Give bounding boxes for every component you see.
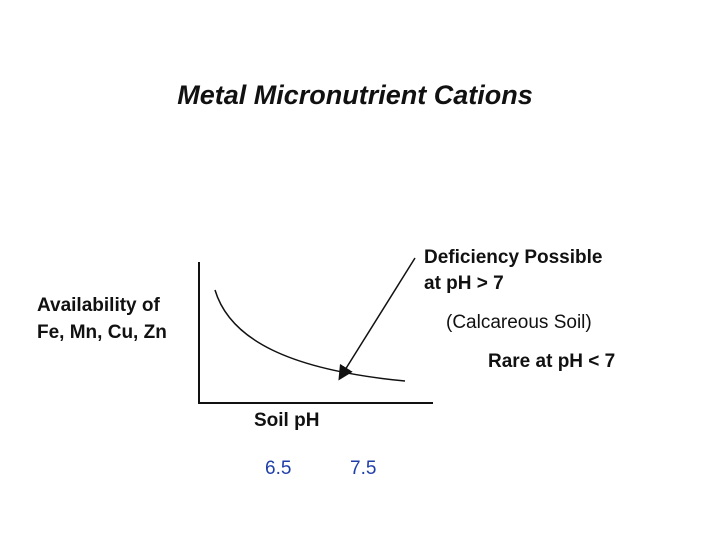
annotation: Deficiency Possible: [424, 247, 602, 268]
x-axis-label: Soil pH: [254, 410, 319, 431]
y-axis-label: Availability of: [37, 295, 160, 316]
availability-curve: [214, 289, 406, 382]
arrow: [338, 257, 416, 381]
annotation: Rare at pH < 7: [488, 351, 615, 372]
x-marker: 6.5: [265, 458, 291, 479]
annotation: at pH > 7: [424, 273, 504, 294]
title: Metal Micronutrient Cations: [177, 80, 533, 110]
annotation: (Calcareous Soil): [446, 312, 592, 333]
y-axis-label: Fe, Mn, Cu, Zn: [37, 322, 167, 343]
x-marker: 7.5: [350, 458, 376, 479]
